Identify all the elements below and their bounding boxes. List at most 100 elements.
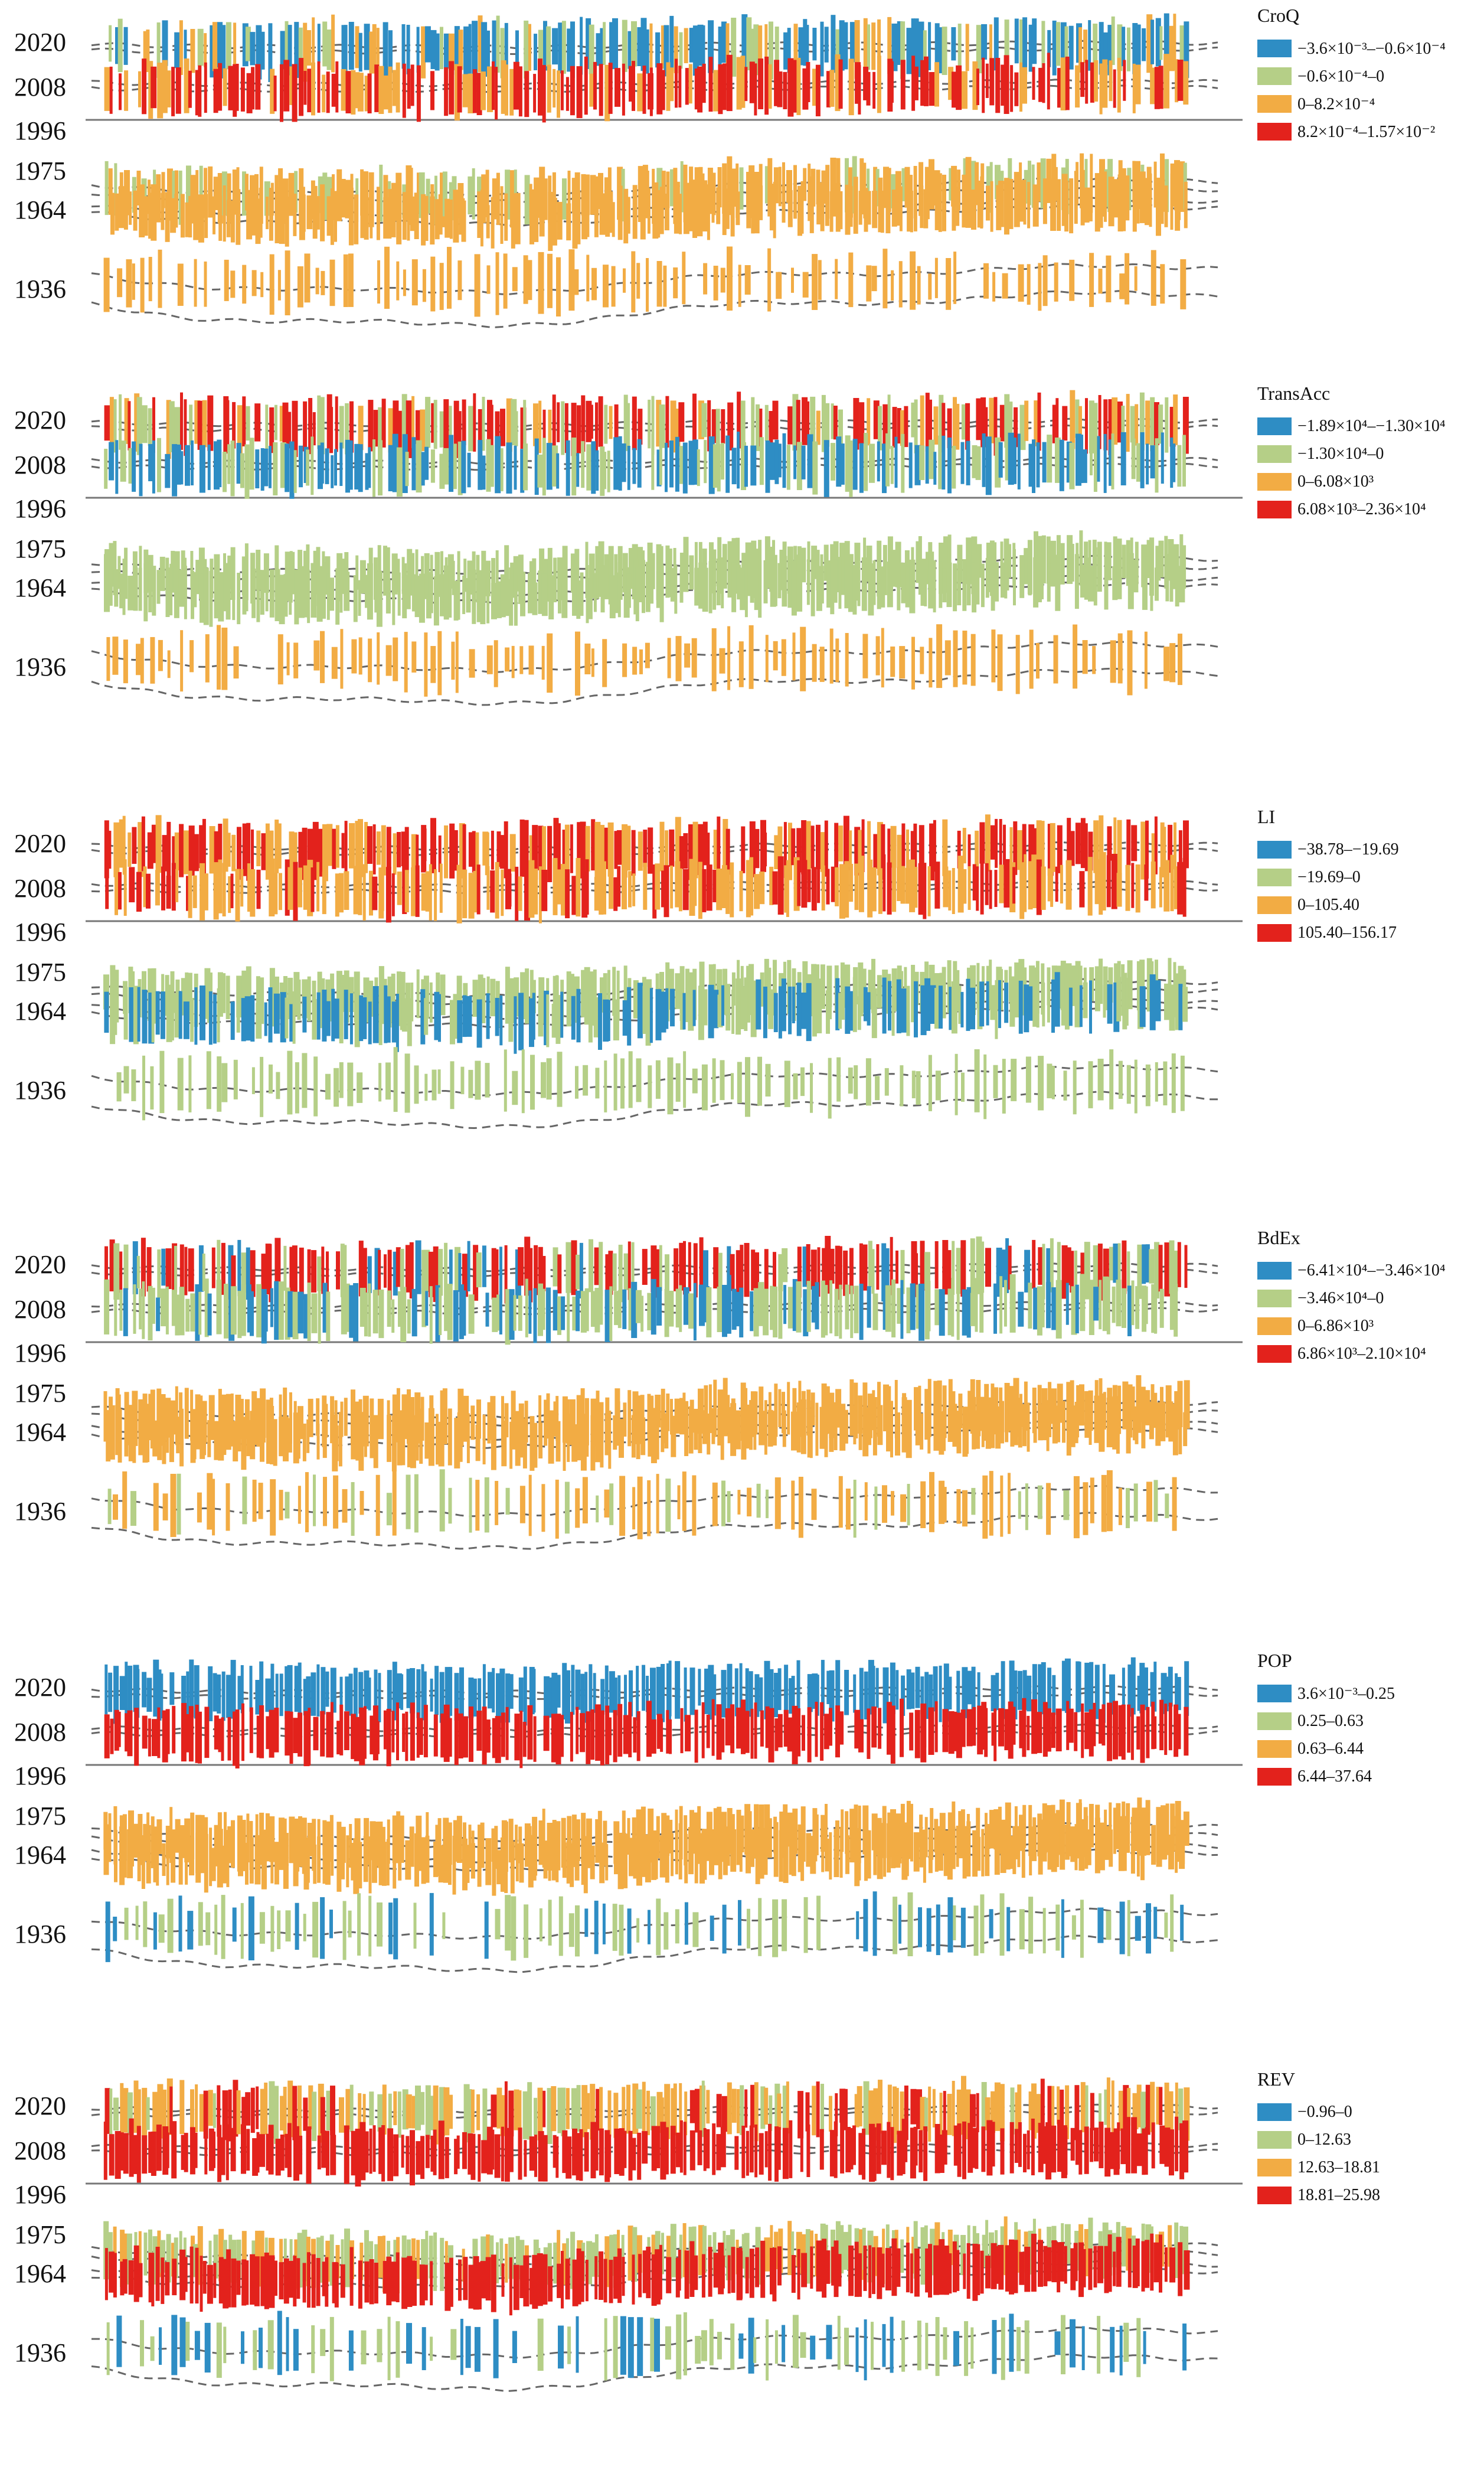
bar-1936 (639, 650, 643, 674)
bar-2008 (718, 64, 723, 114)
legend-item: 0–6.08×10³ (1257, 468, 1482, 495)
bar-2008 (792, 60, 797, 113)
bar-1936 (242, 1477, 247, 1525)
bar-1964 (123, 559, 126, 615)
bar-2008 (651, 434, 654, 490)
bar-1936 (1097, 1908, 1103, 1943)
bar-1936 (800, 627, 806, 691)
bar-1936 (876, 636, 880, 675)
bar-2008 (1019, 63, 1022, 112)
bar-1936 (873, 1891, 877, 1956)
bar-1936 (720, 1060, 725, 1100)
bar-2008 (556, 453, 559, 489)
bar-2008 (570, 66, 575, 115)
bar-2008 (129, 867, 135, 902)
bar-2008 (293, 862, 298, 921)
bar-1936 (683, 1051, 686, 1108)
bar-1964 (388, 189, 391, 239)
bar-2008 (869, 444, 875, 483)
bar-2020 (388, 30, 393, 73)
bar-1964 (1175, 1816, 1178, 1872)
bar-1964 (548, 575, 554, 619)
bar-2008 (184, 2133, 188, 2172)
bar-1936 (845, 633, 849, 687)
bar-2020 (364, 24, 370, 70)
bar-2008 (1154, 1289, 1157, 1334)
bar-2008 (259, 2134, 265, 2167)
bar-1936 (1089, 253, 1094, 307)
bar-2020 (821, 2084, 824, 2132)
bar-1964 (1004, 983, 1008, 1023)
bar-1936 (360, 1491, 364, 1515)
bar-1964 (645, 1835, 651, 1882)
bar-1964 (379, 990, 383, 1045)
bar-2020 (939, 1666, 942, 1722)
bar-2008 (114, 1285, 117, 1336)
bar-1964 (260, 570, 264, 615)
bar-2020 (226, 22, 231, 70)
bar-1936 (839, 1476, 843, 1528)
bar-1936 (249, 1897, 254, 1960)
bar-1936 (451, 642, 455, 680)
bar-2008 (1117, 58, 1121, 113)
bar-1936 (613, 1904, 617, 1951)
bar-2020 (519, 1678, 524, 1712)
bar-2008 (669, 1719, 672, 1754)
bar-2008 (909, 442, 913, 488)
bar-2008 (1113, 1701, 1118, 1760)
bar-1964 (148, 562, 152, 612)
bar-1936 (1146, 1481, 1152, 1521)
bar-1964 (139, 568, 142, 611)
bar-1936 (647, 1480, 651, 1536)
bar-2008 (557, 70, 560, 118)
bar-2008 (204, 2124, 207, 2175)
bar-1964 (830, 191, 833, 232)
bar-2020 (591, 819, 595, 870)
bar-2020 (407, 25, 410, 74)
bar-2020 (702, 403, 707, 438)
bar-2020 (318, 24, 321, 63)
bar-2008 (179, 451, 183, 484)
bar-1964 (256, 563, 260, 622)
bar-1936 (442, 1913, 445, 1939)
bar-1964 (426, 1836, 430, 1883)
bar-2020 (769, 411, 773, 443)
bar-2008 (829, 1280, 832, 1333)
bar-1964 (538, 1000, 544, 1036)
legend-item: −19.69–0 (1257, 863, 1482, 891)
bar-2020 (188, 1248, 194, 1291)
bar-2008 (655, 863, 660, 909)
bar-1964 (555, 1836, 558, 1882)
bar-2008 (1018, 1292, 1024, 1327)
bar-1964 (1005, 1402, 1008, 1442)
bar-1936 (998, 634, 1003, 691)
bar-2020 (148, 408, 152, 446)
bar-2008 (783, 72, 787, 109)
bar-2008 (255, 449, 259, 488)
bar-1964 (1051, 980, 1055, 1033)
bar-1936 (207, 1051, 211, 1109)
legend-label: −38.78–−19.69 (1297, 840, 1399, 859)
bar-2008 (431, 449, 435, 482)
bar-1964 (783, 1411, 786, 1447)
bar-1936 (187, 1911, 193, 1950)
bar-2020 (400, 1674, 403, 1709)
legend-label: 6.44–37.64 (1297, 1767, 1372, 1786)
bar-2020 (292, 1245, 298, 1296)
legend-title: BdEx (1257, 1227, 1482, 1248)
bar-2008 (1132, 1281, 1135, 1326)
bar-2020 (650, 24, 653, 71)
bar-1964 (217, 988, 220, 1043)
legend-label: 6.86×10³–2.10×10⁴ (1297, 1345, 1426, 1363)
bar-1964 (209, 991, 213, 1045)
bar-2008 (269, 446, 272, 488)
bar-2020 (744, 1243, 750, 1297)
bar-1936 (810, 1063, 813, 1112)
bar-1964 (768, 1410, 773, 1447)
bar-1964 (1116, 554, 1122, 599)
bar-1936 (548, 1900, 552, 1946)
bar-1936 (405, 1053, 410, 1112)
bar-2008 (166, 1709, 170, 1754)
bar-1964 (655, 1837, 658, 1879)
bar-2008 (1051, 1287, 1056, 1330)
